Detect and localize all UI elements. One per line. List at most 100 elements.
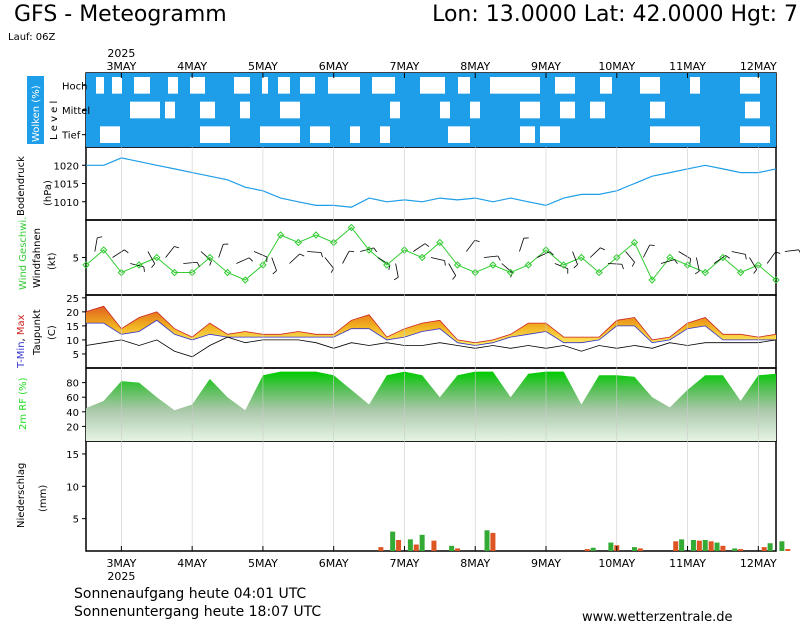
wind-barb [218, 244, 224, 258]
cloud-clear-patch [328, 77, 360, 94]
wind-barb [413, 243, 426, 252]
wind-barb-flag [424, 243, 430, 247]
cloud-clear-patch [200, 126, 230, 143]
wind-speed-point [347, 223, 356, 232]
cloud-clear-patch [165, 101, 175, 119]
wind-barb-flag [573, 264, 578, 269]
precip-bar [679, 539, 685, 551]
wind-speed-point [206, 253, 214, 262]
day-label-bottom: 3MAY [106, 557, 136, 570]
wind-speed-point [772, 276, 780, 284]
cloud-clear-patch [278, 77, 290, 94]
wind-barb [307, 251, 322, 253]
wind-barb-flag [97, 236, 103, 239]
day-label-bottom: 4MAY [177, 557, 207, 570]
precip-bar [761, 547, 767, 551]
precip-bar [419, 534, 425, 551]
cloud-clear-patch [555, 77, 575, 94]
wind-barb-flag [174, 246, 180, 249]
cloud-clear-patch [600, 77, 612, 94]
wind-speed-point [312, 231, 320, 239]
cloud-clear-patch [490, 77, 540, 94]
wind-speed-point [436, 238, 444, 247]
website-credit: www.wetterzentrale.de [582, 610, 733, 625]
day-label-top: 10MAY [598, 60, 635, 73]
wind-barb-flag [248, 257, 254, 262]
wind-barb [607, 263, 622, 265]
wind-barb-flag [474, 239, 480, 243]
y-tick-label: 1010 [54, 198, 79, 209]
day-label-top: 8MAY [460, 60, 490, 73]
wind-barb [165, 246, 175, 258]
wind-barb [200, 251, 212, 262]
y-tick-label: 60 [66, 393, 79, 404]
cloud-clear-patch [540, 126, 560, 143]
cloud-clear-patch [262, 77, 268, 94]
cloud-clear-patch [190, 77, 205, 94]
precip-bar [714, 542, 720, 551]
sunset-text: Sonnenuntergang heute 18:07 UTC [74, 604, 322, 620]
wind-speed-point [153, 253, 161, 262]
day-label-bottom: 5MAY [248, 557, 278, 570]
wind-barb-flag [497, 255, 501, 261]
cloud-clear-patch [590, 101, 605, 119]
wind-barb [466, 240, 476, 252]
day-label-top: 9MAY [531, 60, 561, 73]
wind-barb [784, 249, 799, 252]
wind-barb-flag [725, 255, 730, 259]
y-tick-label: 5 [73, 254, 79, 265]
cloud-clear-patch [690, 77, 700, 94]
wind-barb [395, 263, 399, 278]
wind-barb [660, 259, 675, 264]
cloud-clear-patch [520, 126, 535, 143]
wind-barb-flag [753, 269, 757, 274]
cloud-clear-patch [520, 101, 540, 119]
cloud-level-label: Hoch [62, 81, 87, 92]
y-tick-label: 15 [66, 322, 79, 333]
wind-speed-point [241, 276, 249, 284]
cloud-clear-patch [310, 126, 330, 143]
location-info: Lon: 13.0000 Lat: 42.0000 Hgt: 7 [432, 2, 798, 27]
precip-bar [673, 541, 679, 551]
wind-speed-point [170, 268, 179, 277]
cloud-clear-patch [260, 126, 300, 143]
precip-bar [490, 532, 496, 551]
wind-barb [519, 238, 525, 252]
precip-bar [696, 540, 702, 551]
day-label-top: 12MAY [740, 60, 777, 73]
year-label-bottom: 2025 [107, 570, 135, 583]
precip-bar [590, 547, 596, 551]
wind-barb-ylabel: Windfahnen [32, 228, 43, 288]
wind-unit-label: (kt) [47, 252, 58, 270]
wind-barb-flag [151, 263, 156, 268]
panel-frame [85, 294, 777, 369]
precip-bar [455, 548, 461, 551]
precip-bar [767, 543, 773, 551]
wind-barb-flag [209, 260, 212, 266]
wind-speed-point [453, 261, 462, 269]
cloud-level-label: Mittel [62, 106, 90, 117]
wind-barb-flag [124, 249, 129, 254]
cloud-clear-patch [740, 126, 770, 143]
cloud-clear-patch [560, 101, 575, 119]
pressure-unit-label: (hPa) [43, 180, 54, 206]
y-tick-label: 10 [66, 336, 79, 347]
temp-ylabel: T-Min, Max [16, 314, 27, 369]
wind-speed-point [99, 246, 108, 254]
cloud-clear-patch [100, 126, 120, 143]
wind-speed-point [719, 253, 727, 262]
day-label-top: 11MAY [669, 60, 706, 73]
cloud-clear-patch [650, 126, 700, 143]
wind-barb [642, 244, 651, 258]
cloud-clear-patch [448, 126, 470, 143]
wind-speed-point [701, 268, 709, 277]
precip-ylabel: Niederschlag [16, 463, 27, 528]
precip-bar [690, 540, 696, 551]
wind-speed-point [294, 238, 303, 247]
y-tick-label: 1015 [54, 180, 79, 191]
wind-barb [147, 251, 156, 264]
wind-barb-flag [196, 262, 200, 267]
wind-speed-point [383, 261, 391, 269]
precip-bar [484, 530, 490, 551]
wind-barb-flag [330, 268, 335, 273]
